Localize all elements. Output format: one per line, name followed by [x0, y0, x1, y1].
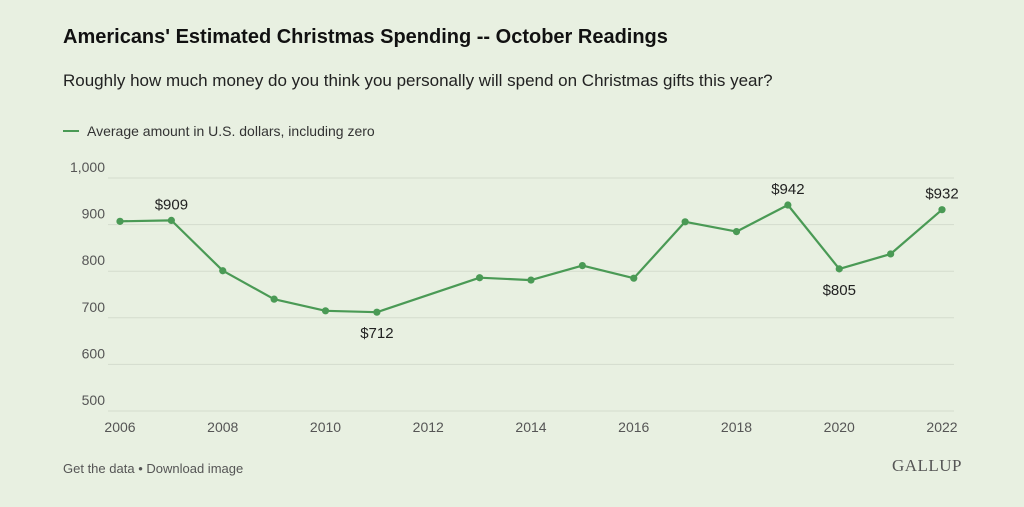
- x-tick-label: 2014: [515, 419, 546, 435]
- y-tick-label: 1,000: [70, 159, 105, 175]
- data-point: [784, 201, 792, 209]
- data-point: [321, 307, 330, 315]
- x-tick-label: 2012: [413, 419, 444, 435]
- x-tick-label: 2018: [721, 419, 752, 435]
- data-point: [527, 276, 535, 284]
- x-tick-label: 2010: [310, 419, 341, 435]
- x-tick-label: 2016: [618, 419, 649, 435]
- data-point: [887, 250, 895, 258]
- chart-subtitle: Roughly how much money do you think you …: [63, 71, 773, 90]
- gallup-logo: GALLUP: [891, 456, 962, 475]
- y-tick-label: 600: [82, 345, 106, 361]
- x-tick-label: 2022: [926, 419, 957, 435]
- data-point: [270, 295, 278, 303]
- footer-links: Get the data • Download image: [63, 461, 243, 476]
- data-label: $909: [155, 196, 188, 213]
- data-point: [219, 267, 227, 275]
- y-tick-label: 700: [82, 299, 106, 315]
- chart-title: Americans' Estimated Christmas Spending …: [63, 26, 668, 48]
- data-point: [578, 262, 586, 270]
- y-tick-label: 500: [82, 392, 106, 408]
- y-tick-label: 900: [82, 206, 106, 222]
- data-point: [167, 216, 175, 225]
- legend-line-swatch: [63, 130, 79, 132]
- data-point: [116, 217, 124, 225]
- get-data-link[interactable]: Get the data: [63, 461, 135, 476]
- data-point: [681, 218, 689, 226]
- data-point: [732, 227, 741, 236]
- legend-label: Average amount in U.S. dollars, includin…: [87, 123, 375, 139]
- data-label: $805: [823, 282, 856, 299]
- data-point: [835, 265, 843, 273]
- series-line: [119, 203, 943, 314]
- data-point: [938, 206, 946, 214]
- data-point: [373, 308, 381, 316]
- chart-legend: Average amount in U.S. dollars, includin…: [63, 123, 375, 139]
- y-tick-label: 800: [82, 252, 106, 268]
- data-label: $712: [360, 325, 393, 342]
- download-image-link[interactable]: Download image: [146, 461, 244, 476]
- x-tick-label: 2006: [104, 419, 135, 435]
- footer-separator: •: [138, 461, 143, 476]
- data-label: $942: [771, 181, 804, 198]
- data-point: [476, 274, 484, 282]
- x-tick-label: 2020: [824, 419, 855, 435]
- x-tick-label: 2008: [207, 419, 238, 435]
- data-label: $932: [925, 186, 958, 203]
- data-point: [630, 274, 638, 282]
